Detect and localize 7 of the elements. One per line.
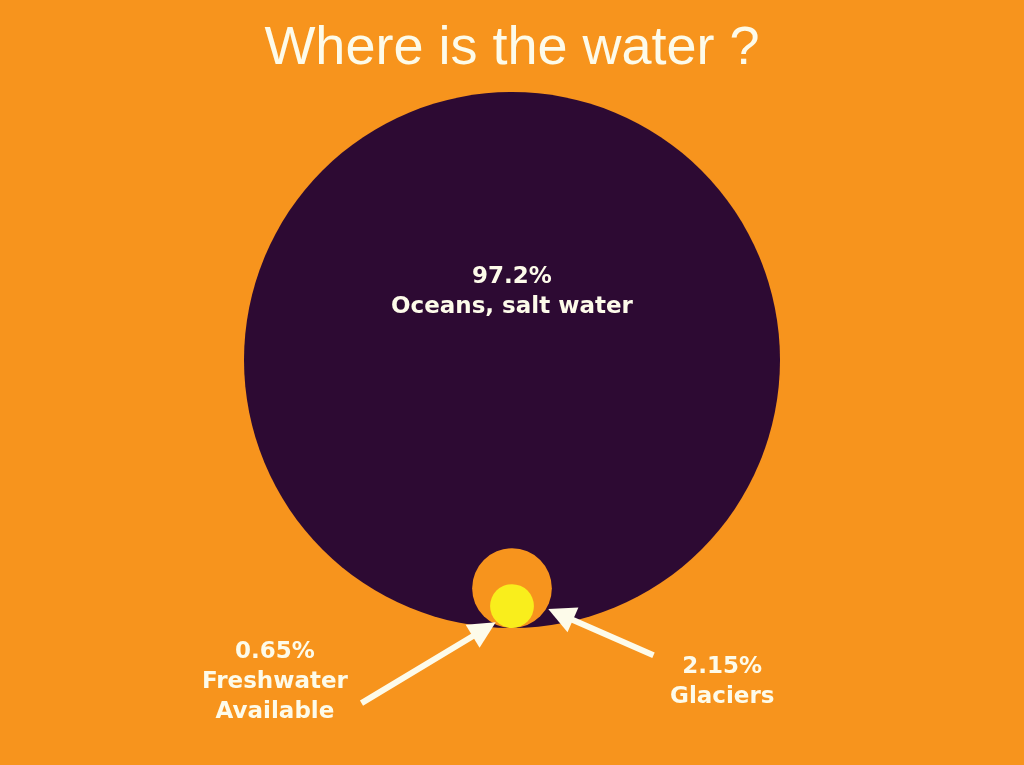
text: Where is the water ? (264, 14, 760, 75)
data-label: 2.15% (682, 652, 763, 678)
category-label: Freshwater Available (202, 666, 349, 723)
data-label: 97.2% (472, 262, 552, 288)
category-label: Glaciers (670, 681, 775, 708)
category-label: Oceans, salt water (391, 291, 634, 318)
data-label: 0.65% (235, 637, 315, 663)
